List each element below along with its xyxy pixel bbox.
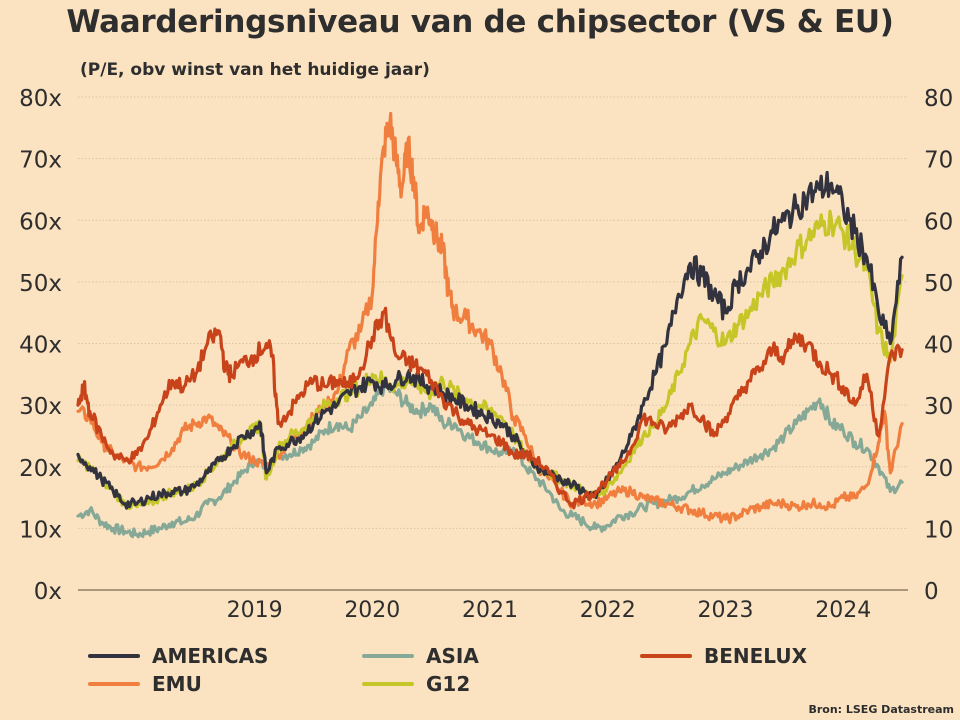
legend-swatch [362, 682, 414, 686]
y-tick-label-left: 50x [19, 271, 62, 297]
legend-label: AMERICAS [152, 644, 269, 668]
series-line-g12 [76, 209, 904, 511]
y-tick-label-right: 60 [924, 209, 953, 235]
legend-label: G12 [426, 672, 471, 696]
source-note: Bron: LSEG Datastream [808, 703, 954, 716]
series-line-americas [76, 170, 904, 510]
legend-label: ASIA [426, 644, 479, 668]
chart-title: Waarderingsniveau van de chipsector (VS … [66, 4, 894, 40]
x-tick-label: 2020 [344, 598, 400, 623]
legend-swatch [88, 682, 140, 686]
legend-item-emu: EMU [88, 670, 202, 698]
y-tick-label-left: 0x [34, 579, 62, 605]
legend-item-benelux: BENELUX [640, 642, 807, 670]
y-tick-label-right: 50 [924, 271, 953, 297]
y-tick-label-right: 20 [924, 456, 953, 482]
y-tick-label-right: 40 [924, 333, 953, 359]
legend-label: BENELUX [704, 644, 807, 668]
legend-swatch [640, 654, 692, 658]
series-line-asia [76, 378, 904, 539]
y-tick-label-right: 30 [924, 394, 953, 420]
y-tick-label-left: 40x [19, 333, 62, 359]
x-tick-label: 2023 [698, 598, 754, 623]
chart-subtitle: (P/E, obv winst van het huidige jaar) [80, 60, 430, 80]
legend-swatch [88, 654, 140, 658]
y-tick-label-right: 0 [924, 579, 939, 605]
y-tick-label-right: 70 [924, 148, 953, 174]
x-tick-label: 2019 [227, 598, 283, 623]
y-tick-label-left: 80x [19, 86, 62, 112]
legend-item-americas: AMERICAS [88, 642, 268, 670]
legend-label: EMU [152, 672, 202, 696]
y-tick-label-right: 10 [924, 517, 953, 543]
legend-item-asia: ASIA [362, 642, 479, 670]
series-line-emu [76, 111, 904, 525]
y-tick-label-left: 60x [19, 209, 62, 235]
legend-swatch [362, 654, 414, 658]
y-tick-label-left: 20x [19, 456, 62, 482]
x-tick-label: 2024 [815, 598, 871, 623]
y-tick-label-right: 80 [924, 86, 953, 112]
y-tick-label-left: 70x [19, 148, 62, 174]
x-tick-label: 2021 [462, 598, 518, 623]
legend-item-g12: G12 [362, 670, 470, 698]
x-tick-label: 2022 [580, 598, 636, 623]
y-tick-label-left: 10x [19, 517, 62, 543]
series-line-benelux [76, 306, 904, 510]
y-tick-label-left: 30x [19, 394, 62, 420]
